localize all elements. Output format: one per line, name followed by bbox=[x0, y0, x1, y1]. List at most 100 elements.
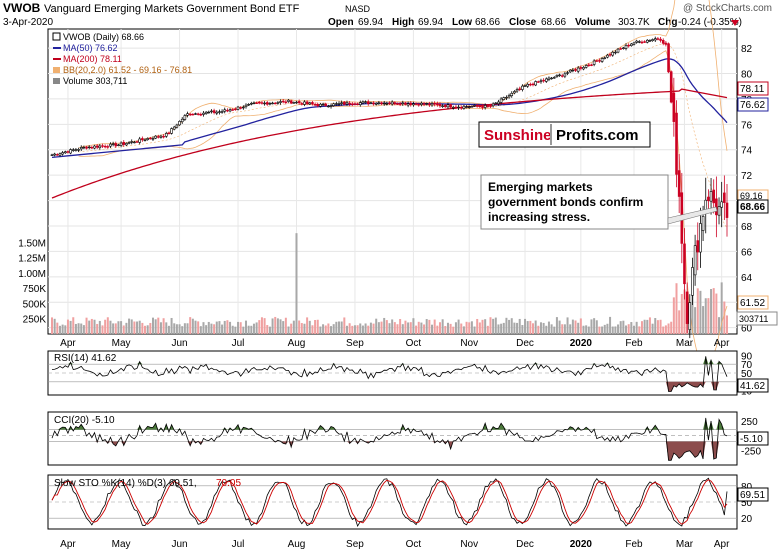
candle-body bbox=[653, 38, 657, 41]
candle-body bbox=[558, 74, 561, 77]
high-value: 69.94 bbox=[418, 17, 443, 28]
candle-body bbox=[720, 201, 723, 208]
volume-bar bbox=[396, 324, 399, 334]
volume-bar bbox=[250, 325, 253, 334]
volume-bar bbox=[268, 326, 271, 334]
candle-body bbox=[358, 102, 362, 105]
volume-bar bbox=[202, 322, 205, 334]
volume-bar bbox=[537, 325, 540, 334]
candle-body bbox=[529, 83, 532, 86]
volume-bar bbox=[178, 324, 181, 334]
volume-bar bbox=[593, 318, 596, 334]
candle-body bbox=[614, 51, 617, 54]
volume-bar bbox=[242, 326, 245, 334]
volume-bar bbox=[542, 322, 545, 334]
month-label: Nov bbox=[460, 539, 478, 550]
volume-bar bbox=[691, 283, 694, 334]
volume-bar bbox=[98, 320, 101, 334]
volume-bar bbox=[492, 318, 495, 334]
volume-bar bbox=[723, 301, 726, 334]
volume-bar bbox=[141, 322, 144, 334]
candle-body bbox=[606, 54, 609, 58]
candle-body bbox=[98, 145, 102, 149]
high-label: High bbox=[392, 17, 414, 28]
rsi-tick-label: 90 bbox=[741, 351, 753, 362]
candle-body bbox=[101, 145, 104, 147]
tag-ma50: 76.62 bbox=[740, 100, 765, 111]
candle-body bbox=[265, 102, 269, 105]
candle-body bbox=[239, 107, 242, 109]
candle-body bbox=[335, 103, 338, 105]
volume-bar bbox=[106, 317, 109, 334]
price-tick-label: 60 bbox=[741, 324, 753, 335]
annotation-line-2: government bonds confirm bbox=[488, 195, 643, 209]
volume-bar bbox=[707, 298, 710, 334]
volume-bar bbox=[372, 323, 375, 334]
candle-body bbox=[242, 106, 245, 109]
candle-body bbox=[348, 102, 351, 105]
candle-body bbox=[494, 102, 498, 105]
annotation-callout: Emerging markets government bonds confir… bbox=[480, 174, 718, 230]
volume-bar bbox=[508, 319, 511, 334]
volume-bar bbox=[428, 319, 431, 334]
volume-bar bbox=[348, 323, 351, 334]
candle-body bbox=[56, 154, 59, 156]
candle-body bbox=[162, 135, 165, 138]
rsi-label: RSI(14) 41.62 bbox=[54, 353, 117, 364]
candle-body bbox=[111, 143, 115, 145]
volume-bar bbox=[133, 321, 136, 334]
candle-body bbox=[127, 142, 131, 144]
volume-bar bbox=[407, 322, 410, 334]
volume-bar bbox=[595, 320, 598, 334]
volume-bar bbox=[114, 323, 117, 334]
candle-body bbox=[159, 135, 163, 138]
candle-body bbox=[513, 91, 516, 94]
volume-bar bbox=[316, 319, 319, 334]
volume-bar bbox=[364, 323, 367, 334]
volume-bar bbox=[598, 326, 601, 334]
volume-bar bbox=[675, 283, 678, 334]
candle-body bbox=[85, 146, 88, 149]
volume-bar bbox=[500, 323, 503, 334]
candle-body bbox=[630, 43, 633, 46]
security-name: Vanguard Emerging Markets Government Bon… bbox=[44, 3, 300, 15]
candle-body bbox=[709, 191, 713, 202]
volume-bar bbox=[417, 321, 420, 334]
volume-bar bbox=[80, 323, 83, 334]
candle-body bbox=[534, 81, 537, 86]
volume-bar bbox=[128, 318, 131, 334]
volume-bar bbox=[319, 326, 322, 334]
volume-bar bbox=[165, 322, 168, 334]
candle-body bbox=[465, 106, 468, 108]
price-value-tags: 78.11 76.62 69.16 68.66 61.52 303711 bbox=[736, 81, 778, 326]
candle-body bbox=[603, 57, 607, 59]
candle-body bbox=[210, 110, 213, 113]
volume-bar bbox=[399, 319, 402, 334]
candles bbox=[50, 36, 729, 339]
candle-body bbox=[87, 146, 91, 149]
price-tick-label: 64 bbox=[741, 273, 753, 284]
indicator-value-tags: 41.62 -5.10 69.51 bbox=[737, 378, 769, 502]
volume-bar bbox=[672, 297, 675, 334]
volume-bar bbox=[611, 326, 614, 334]
volume-bar bbox=[157, 317, 160, 334]
volume-bar bbox=[175, 324, 178, 334]
volume-bar bbox=[271, 318, 274, 334]
volume-bar bbox=[415, 325, 418, 334]
candle-body bbox=[542, 79, 545, 82]
candle-body bbox=[268, 103, 272, 105]
watermark-divider bbox=[550, 124, 552, 145]
volume-bar bbox=[470, 321, 473, 334]
candle-body bbox=[555, 75, 559, 78]
volume-bar bbox=[654, 318, 657, 334]
month-label: 2020 bbox=[570, 338, 593, 349]
volume-bar bbox=[718, 317, 721, 334]
candle-body bbox=[146, 138, 149, 140]
candle-body bbox=[486, 105, 490, 107]
candle-body bbox=[510, 93, 514, 97]
candle-body bbox=[143, 139, 147, 142]
volume-bar bbox=[446, 322, 449, 334]
volume-bar bbox=[380, 321, 383, 334]
volume-bar bbox=[547, 321, 550, 334]
candle-body bbox=[595, 60, 599, 62]
